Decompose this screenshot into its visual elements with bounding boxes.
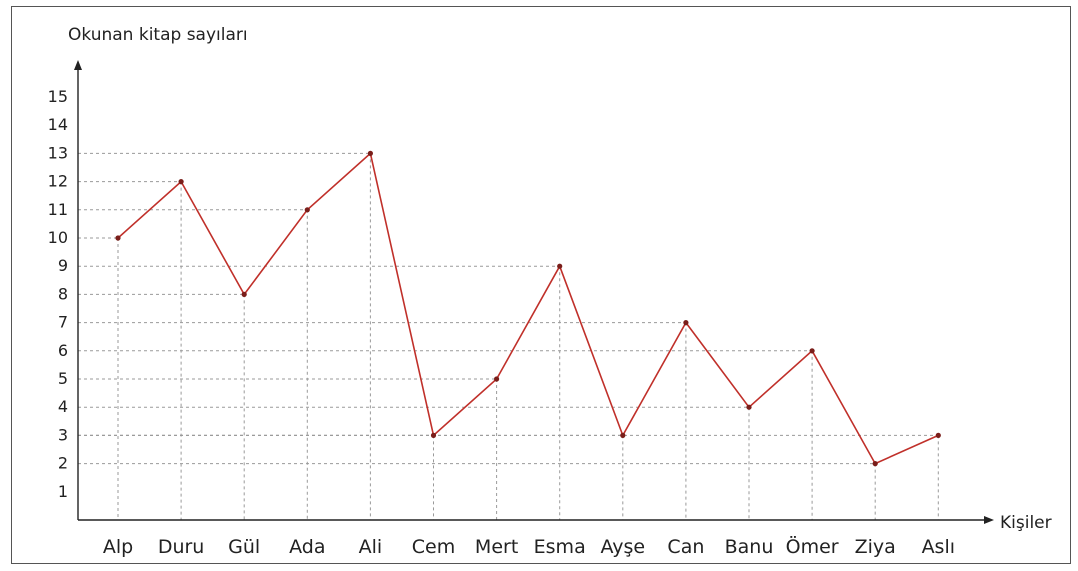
y-tick-10: 10 — [48, 228, 68, 247]
y-tick-8: 8 — [58, 284, 68, 303]
chart-frame — [11, 6, 1071, 564]
y-axis-arrow — [74, 60, 82, 70]
y-axis-label: Okunan kitap sayıları — [68, 25, 248, 45]
data-points — [115, 150, 941, 467]
x-axis-label: Kişiler — [1000, 513, 1052, 533]
y-tick-14: 14 — [48, 115, 68, 134]
y-tick-2: 2 — [58, 454, 68, 473]
point-Ada — [304, 207, 310, 213]
x-tick-7: Esma — [534, 536, 586, 558]
y-tick-5: 5 — [58, 369, 68, 388]
point-Ziya — [872, 461, 878, 467]
point-Ömer — [809, 348, 815, 354]
x-tick-labels: Alp Duru Gül Ada Ali Cem Mert Esma Ayşe Can Banu Öm… — [103, 535, 955, 558]
point-Ayşe — [620, 432, 626, 438]
x-tick-2: Gül — [228, 536, 260, 558]
point-Ali — [367, 150, 373, 156]
x-tick-10: Banu — [725, 536, 774, 558]
x-tick-0: Alp — [103, 536, 133, 558]
x-tick-9: Can — [667, 536, 704, 558]
y-tick-13: 13 — [48, 143, 68, 162]
x-axis-arrow — [984, 516, 994, 524]
point-Aslı — [935, 432, 941, 438]
y-tick-11: 11 — [48, 200, 68, 219]
y-tick-15: 15 — [48, 87, 68, 106]
point-Cem — [430, 432, 437, 438]
x-tick-6: Mert — [475, 536, 518, 558]
point-Banu — [746, 404, 752, 410]
y-tick-3: 3 — [58, 425, 68, 444]
point-Esma — [557, 263, 563, 269]
y-tick-4: 4 — [58, 397, 68, 416]
x-tick-11: Ömer — [786, 535, 839, 558]
x-tick-4: Ali — [359, 536, 383, 558]
y-tick-6: 6 — [58, 341, 68, 360]
point-Gül — [241, 291, 247, 297]
y-tick-12: 12 — [48, 172, 68, 191]
y-tick-9: 9 — [58, 256, 68, 275]
x-tick-8: Ayşe — [601, 536, 646, 558]
x-tick-1: Duru — [158, 536, 205, 558]
point-Duru — [178, 179, 184, 185]
y-tick-7: 7 — [58, 313, 68, 332]
series-path — [117, 151, 939, 465]
grid-lines — [78, 152, 939, 520]
series-line — [117, 151, 939, 465]
point-Alp — [115, 235, 121, 241]
x-tick-3: Ada — [289, 536, 325, 558]
point-Can — [683, 320, 689, 326]
y-tick-1: 1 — [58, 482, 68, 501]
x-tick-5: Cem — [412, 536, 455, 558]
point-Mert — [494, 376, 500, 382]
axes — [74, 60, 994, 524]
x-tick-13: Aslı — [922, 536, 955, 558]
x-tick-12: Ziya — [855, 536, 896, 558]
